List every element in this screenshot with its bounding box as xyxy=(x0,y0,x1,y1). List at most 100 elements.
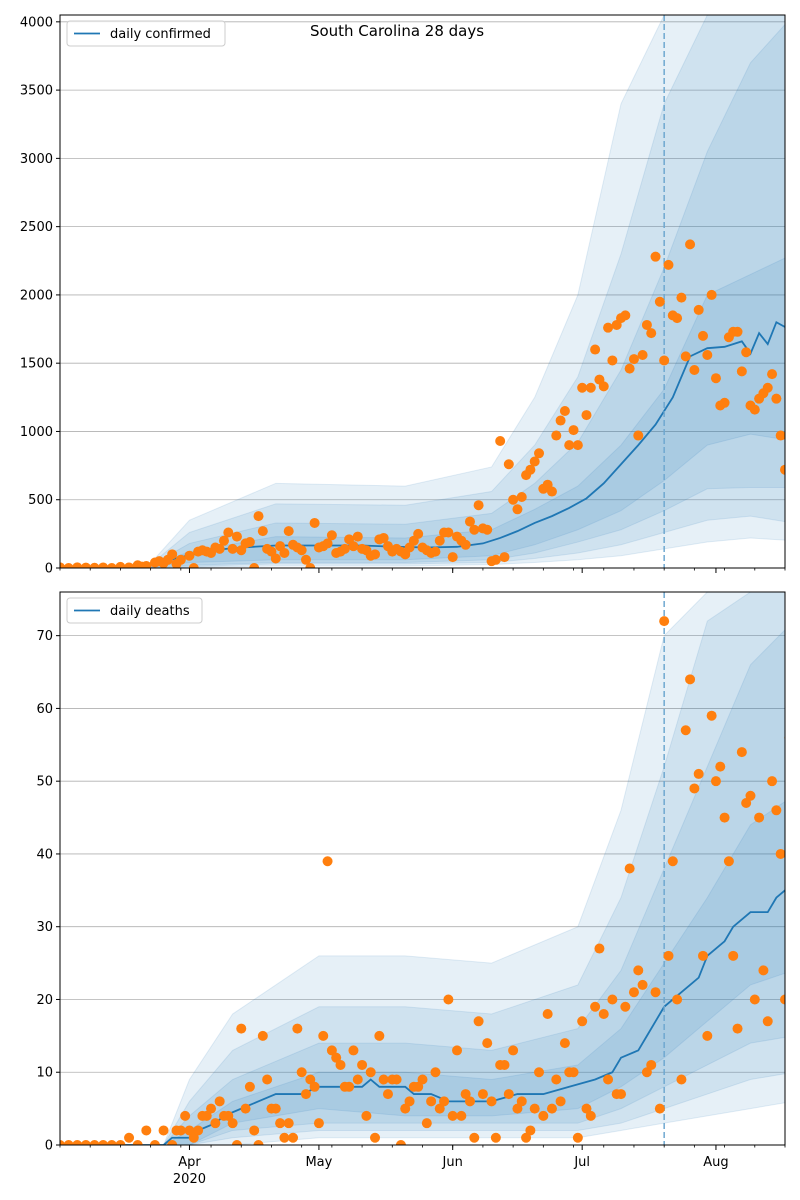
observed-point xyxy=(464,516,475,527)
y-tick-label: 0 xyxy=(45,562,53,577)
observed-point xyxy=(693,304,704,315)
observed-point xyxy=(443,994,454,1005)
observed-points xyxy=(60,616,799,1145)
y-tick-label: 1500 xyxy=(20,357,53,372)
observed-point xyxy=(620,1001,631,1012)
observed-point xyxy=(348,1045,359,1056)
observed-point xyxy=(706,710,717,721)
observed-point xyxy=(382,1089,393,1100)
observed-point xyxy=(628,354,639,365)
observed-point xyxy=(667,856,678,867)
y-tick-label: 10 xyxy=(36,1066,53,1081)
observed-point xyxy=(775,848,785,859)
observed-point xyxy=(749,994,760,1005)
observed-point xyxy=(512,504,523,515)
observed-point xyxy=(227,1118,238,1129)
observed-point xyxy=(443,527,454,538)
observed-point xyxy=(206,1103,217,1114)
observed-point xyxy=(72,562,83,568)
observed-point xyxy=(309,517,320,528)
observed-point xyxy=(167,1140,178,1145)
observed-point xyxy=(240,1103,251,1114)
confirmed-panel: 0 500 1000 1500 2000 2500 3000 3500 4000 daily co… xyxy=(20,14,800,577)
observed-point xyxy=(789,1075,799,1085)
observed-point xyxy=(167,549,178,560)
observed-point xyxy=(464,1096,475,1107)
observed-point xyxy=(63,563,74,568)
observed-point xyxy=(650,251,661,262)
median-line xyxy=(60,889,785,1145)
observed-point xyxy=(63,1140,74,1145)
observed-point xyxy=(477,1089,488,1100)
observed-point xyxy=(793,436,800,446)
observed-point xyxy=(654,1103,665,1114)
observed-point xyxy=(430,546,441,557)
observed-point xyxy=(482,1038,493,1049)
observed-point xyxy=(469,524,480,535)
observed-point xyxy=(628,987,639,998)
observed-point xyxy=(344,1081,355,1092)
observed-point xyxy=(313,1118,324,1129)
observed-point xyxy=(529,456,540,467)
observed-point xyxy=(279,1132,290,1143)
y-tick-label: 4000 xyxy=(20,15,53,30)
observed-point xyxy=(193,1125,204,1136)
observed-point xyxy=(641,1067,652,1078)
observed-point xyxy=(585,1110,596,1121)
observed-point xyxy=(98,562,109,568)
observed-point xyxy=(89,562,100,568)
observed-point xyxy=(741,798,752,809)
observed-point xyxy=(378,532,389,543)
observed-point xyxy=(124,562,135,568)
observed-point xyxy=(357,1059,368,1070)
observed-point xyxy=(434,535,445,546)
observed-point xyxy=(767,776,778,787)
legend-box xyxy=(66,597,203,624)
observed-point xyxy=(754,812,765,823)
observed-point xyxy=(503,1089,514,1100)
observed-point xyxy=(469,1132,480,1143)
observed-point xyxy=(771,393,782,404)
observed-point xyxy=(231,531,242,542)
observed-point xyxy=(60,562,65,568)
uncertainty-bands xyxy=(60,15,785,568)
observed-point xyxy=(633,965,644,976)
observed-point xyxy=(749,404,760,415)
figure-title: South Carolina 28 days xyxy=(310,22,484,40)
observed-point xyxy=(525,464,536,475)
observed-point xyxy=(283,526,294,537)
observed-point xyxy=(780,994,785,1005)
observed-point xyxy=(503,459,514,470)
observed-point xyxy=(689,365,700,376)
observed-point xyxy=(223,527,234,538)
observed-point xyxy=(98,1140,109,1145)
observed-point xyxy=(723,856,734,867)
observed-point xyxy=(257,1030,268,1041)
observed-point xyxy=(784,433,785,439)
observed-point xyxy=(300,1089,311,1100)
observed-point xyxy=(698,330,709,341)
observed-point xyxy=(305,563,316,568)
observed-point xyxy=(249,563,260,568)
observed-point xyxy=(244,1081,255,1092)
observed-point xyxy=(529,1103,540,1114)
observed-point xyxy=(339,543,350,554)
observed-point xyxy=(534,448,545,459)
observed-point xyxy=(452,1045,463,1056)
observed-point xyxy=(598,381,609,392)
observed-point xyxy=(650,987,661,998)
observed-point xyxy=(572,440,583,451)
observed-point xyxy=(603,322,614,333)
observed-point xyxy=(542,1009,553,1020)
observed-point xyxy=(395,1140,406,1145)
legend-label: daily confirmed xyxy=(110,27,211,42)
observed-point xyxy=(710,373,721,384)
observed-point xyxy=(659,616,670,627)
observed-point xyxy=(370,1132,381,1143)
observed-point xyxy=(89,1140,100,1145)
observed-point xyxy=(680,351,691,362)
y-tick-label: 30 xyxy=(36,920,53,935)
observed-point xyxy=(585,382,596,393)
observed-point xyxy=(283,1118,294,1129)
observed-point xyxy=(288,1132,299,1143)
